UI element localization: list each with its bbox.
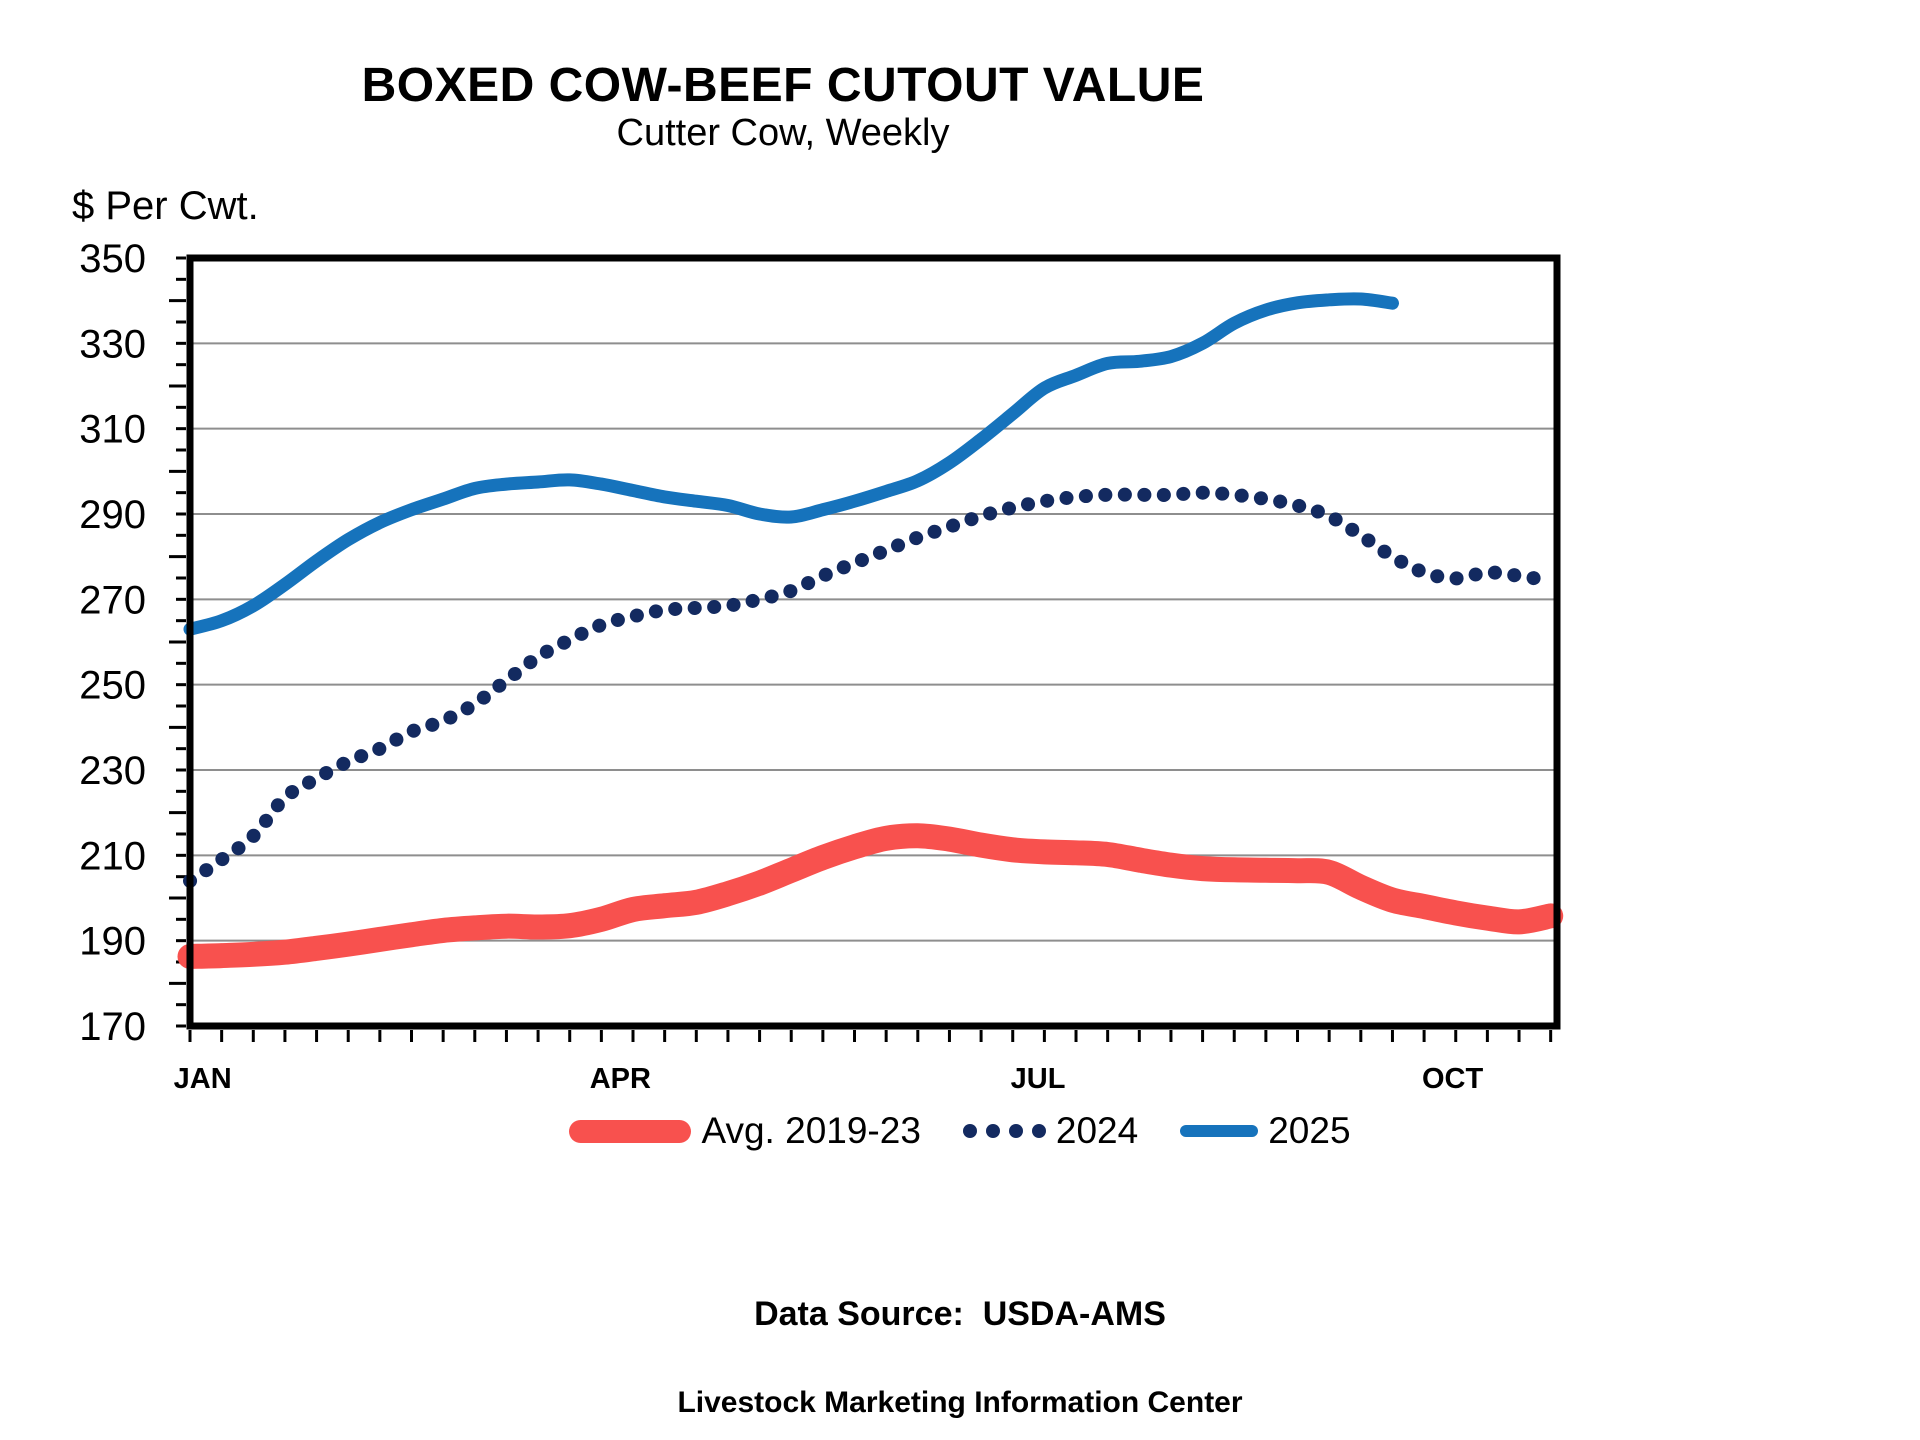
page-title: BOXED COW-BEEF CUTOUT VALUE xyxy=(361,59,1205,112)
y-axis-label-270: 270 xyxy=(79,578,146,622)
y-axis-label-350: 350 xyxy=(79,237,146,281)
series-line-2025 xyxy=(183,292,1399,636)
series-line-2024 xyxy=(183,485,1558,888)
legend-label-2024: 2024 xyxy=(1055,1110,1139,1151)
y-axis-label-190: 190 xyxy=(79,920,146,964)
footer-data-source: Data Source: USDA-AMS xyxy=(754,1295,1166,1333)
y-axis-label-210: 210 xyxy=(79,834,146,878)
y-axis-label-230: 230 xyxy=(79,749,146,793)
y-axis-label-290: 290 xyxy=(79,493,146,537)
y-axis-label-330: 330 xyxy=(79,322,146,366)
plot-frame xyxy=(186,254,1561,1030)
legend-swatch-avg-line xyxy=(569,1119,692,1143)
y-axis-label-170: 170 xyxy=(79,1005,146,1049)
legend-label-avg: Avg. 2019-23 xyxy=(701,1110,921,1151)
x-axis-month-label-APR: APR xyxy=(590,1063,651,1095)
x-axis-month-label-JAN: JAN xyxy=(174,1063,232,1095)
legend-item-2024: 2024 xyxy=(962,1110,1139,1152)
legend-item-2025: 2025 xyxy=(1180,1110,1351,1152)
legend-swatch-2024-dots xyxy=(962,1124,1046,1138)
legend-label-2025: 2025 xyxy=(1268,1110,1351,1151)
legend-item-avg: Avg. 2019-23 xyxy=(569,1110,921,1152)
legend-swatch-2025-line xyxy=(1180,1125,1259,1137)
footer-organization: Livestock Marketing Information Center xyxy=(677,1386,1243,1419)
x-axis-month-label-OCT: OCT xyxy=(1422,1063,1484,1095)
y-axis-label-310: 310 xyxy=(79,408,146,452)
series-line-avg-2019-23 xyxy=(177,823,1564,969)
y-axis-unit-label: $ Per Cwt. xyxy=(72,184,259,228)
y-axis-label-250: 250 xyxy=(79,664,146,708)
legend: Avg. 2019-23 2024 2025 xyxy=(0,1110,1920,1152)
x-axis-month-label-JUL: JUL xyxy=(1011,1063,1066,1095)
chart-subtitle: Cutter Cow, Weekly xyxy=(616,112,950,154)
